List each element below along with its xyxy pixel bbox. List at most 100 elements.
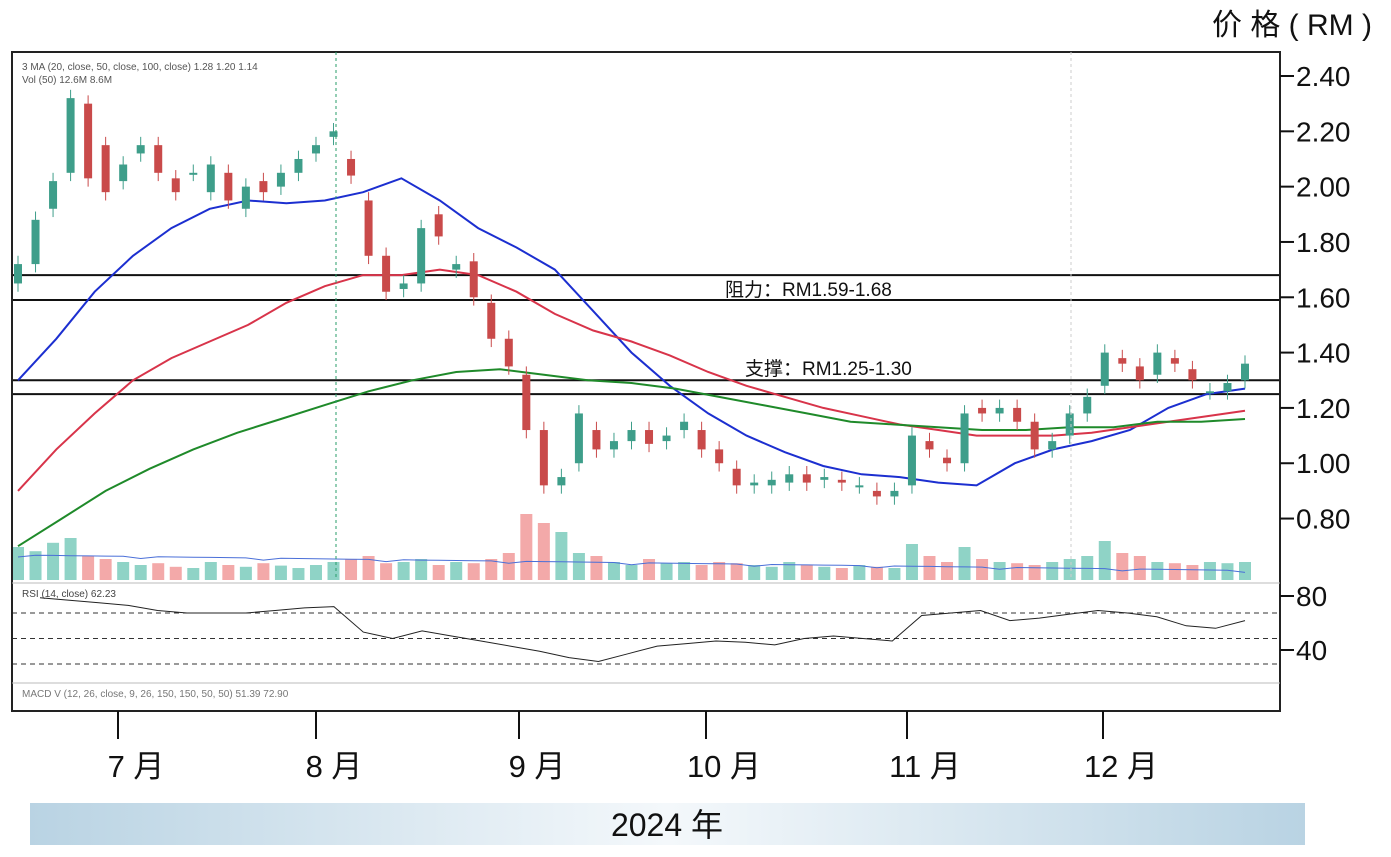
candle-body (1083, 396, 1092, 414)
candle (522, 366, 531, 439)
volume-bar (257, 563, 270, 580)
volume-bar (380, 563, 393, 580)
candle (364, 192, 373, 265)
candle (680, 413, 689, 439)
support-resistance-lines (12, 274, 1280, 396)
candle-body (1030, 421, 1039, 450)
candle (14, 255, 22, 292)
candle-body (14, 264, 22, 284)
x-tick-label: 9 月 (509, 749, 566, 784)
volume-bar (345, 559, 358, 580)
candle (750, 474, 759, 494)
candle (1048, 432, 1057, 458)
candle-body (452, 264, 461, 270)
volume-bar (47, 542, 60, 580)
y-tick-label: 1.80 (1296, 227, 1351, 258)
candle-body (557, 477, 566, 486)
plot-frame (11, 51, 1281, 712)
volume-bar (993, 562, 1006, 580)
candle-body (1135, 366, 1144, 381)
volume-bar (888, 568, 901, 580)
candle-body (294, 158, 303, 173)
candle-body (715, 449, 724, 464)
y-tick-label: 2.20 (1296, 116, 1351, 147)
y-tick-label: 1.00 (1296, 448, 1351, 479)
y-tick-label: 2.40 (1296, 61, 1351, 92)
candle-body (522, 374, 531, 431)
volume-bar (467, 563, 480, 580)
volume-bar (572, 553, 585, 580)
candlesticks (14, 89, 1249, 505)
volume-bar (1011, 563, 1024, 580)
candle-body (154, 145, 163, 173)
candle (820, 468, 829, 489)
candle-body (943, 457, 952, 464)
candle (206, 156, 215, 201)
candle (943, 449, 952, 472)
candle-body (1013, 407, 1022, 422)
volume-bar (590, 556, 603, 580)
volume-bar (643, 559, 656, 580)
candle (434, 206, 443, 245)
candle (1205, 383, 1214, 400)
candle (907, 427, 916, 494)
rsi-panel (12, 597, 1280, 665)
candle-body (224, 172, 233, 201)
candle-body (1048, 441, 1057, 450)
candle (1241, 355, 1249, 389)
candle (1118, 349, 1127, 372)
candle (259, 172, 268, 201)
volume-bar (204, 562, 217, 580)
candle (1223, 374, 1232, 400)
volume-bar (1168, 563, 1181, 580)
candle (732, 460, 741, 494)
candle-body (1065, 413, 1074, 436)
volume-bar (274, 565, 287, 580)
candle (329, 123, 338, 146)
volume-bar (748, 565, 761, 580)
candle-body (837, 479, 846, 483)
volume-bar (1203, 562, 1216, 580)
x-tick-label: 11 月 (889, 749, 961, 784)
volume-bar (64, 538, 77, 580)
volume-bar (415, 559, 428, 580)
volume-bar (905, 544, 918, 580)
candle (66, 89, 75, 182)
candle-body (469, 261, 478, 298)
candle-body (1241, 363, 1249, 381)
candle (785, 466, 794, 491)
volume-bar (1133, 556, 1146, 580)
candle-body (574, 413, 583, 464)
volume-bar (29, 551, 42, 580)
volume-bar (660, 563, 673, 580)
volume-bar (1028, 565, 1041, 580)
volume-bar (134, 565, 147, 580)
candle (767, 471, 776, 494)
year-label: 2024 年 (611, 807, 723, 843)
volume-bar (818, 566, 831, 580)
candle (574, 405, 583, 472)
candle (872, 482, 881, 505)
rsi-line (39, 597, 1246, 663)
volume-bar (432, 565, 445, 580)
x-tick-label: 7 月 (108, 749, 165, 784)
volume-bar (853, 565, 866, 580)
candle-body (66, 98, 75, 173)
volume-bar (1063, 559, 1076, 580)
volume-bar (450, 562, 463, 580)
candle-body (609, 441, 618, 450)
candle (84, 95, 93, 187)
y-tick-label: 0.80 (1296, 504, 1351, 535)
volume-bar (607, 562, 620, 580)
candle-body (732, 468, 741, 486)
candle-body (364, 200, 373, 256)
volume-bar (1239, 562, 1251, 580)
candle-body (311, 145, 320, 154)
volume-bar (327, 562, 340, 580)
year-band (30, 803, 1305, 845)
volume-bar (800, 565, 813, 580)
y-tick-label: 1.20 (1296, 393, 1351, 424)
volume-bar (239, 566, 252, 580)
candle (171, 170, 180, 201)
